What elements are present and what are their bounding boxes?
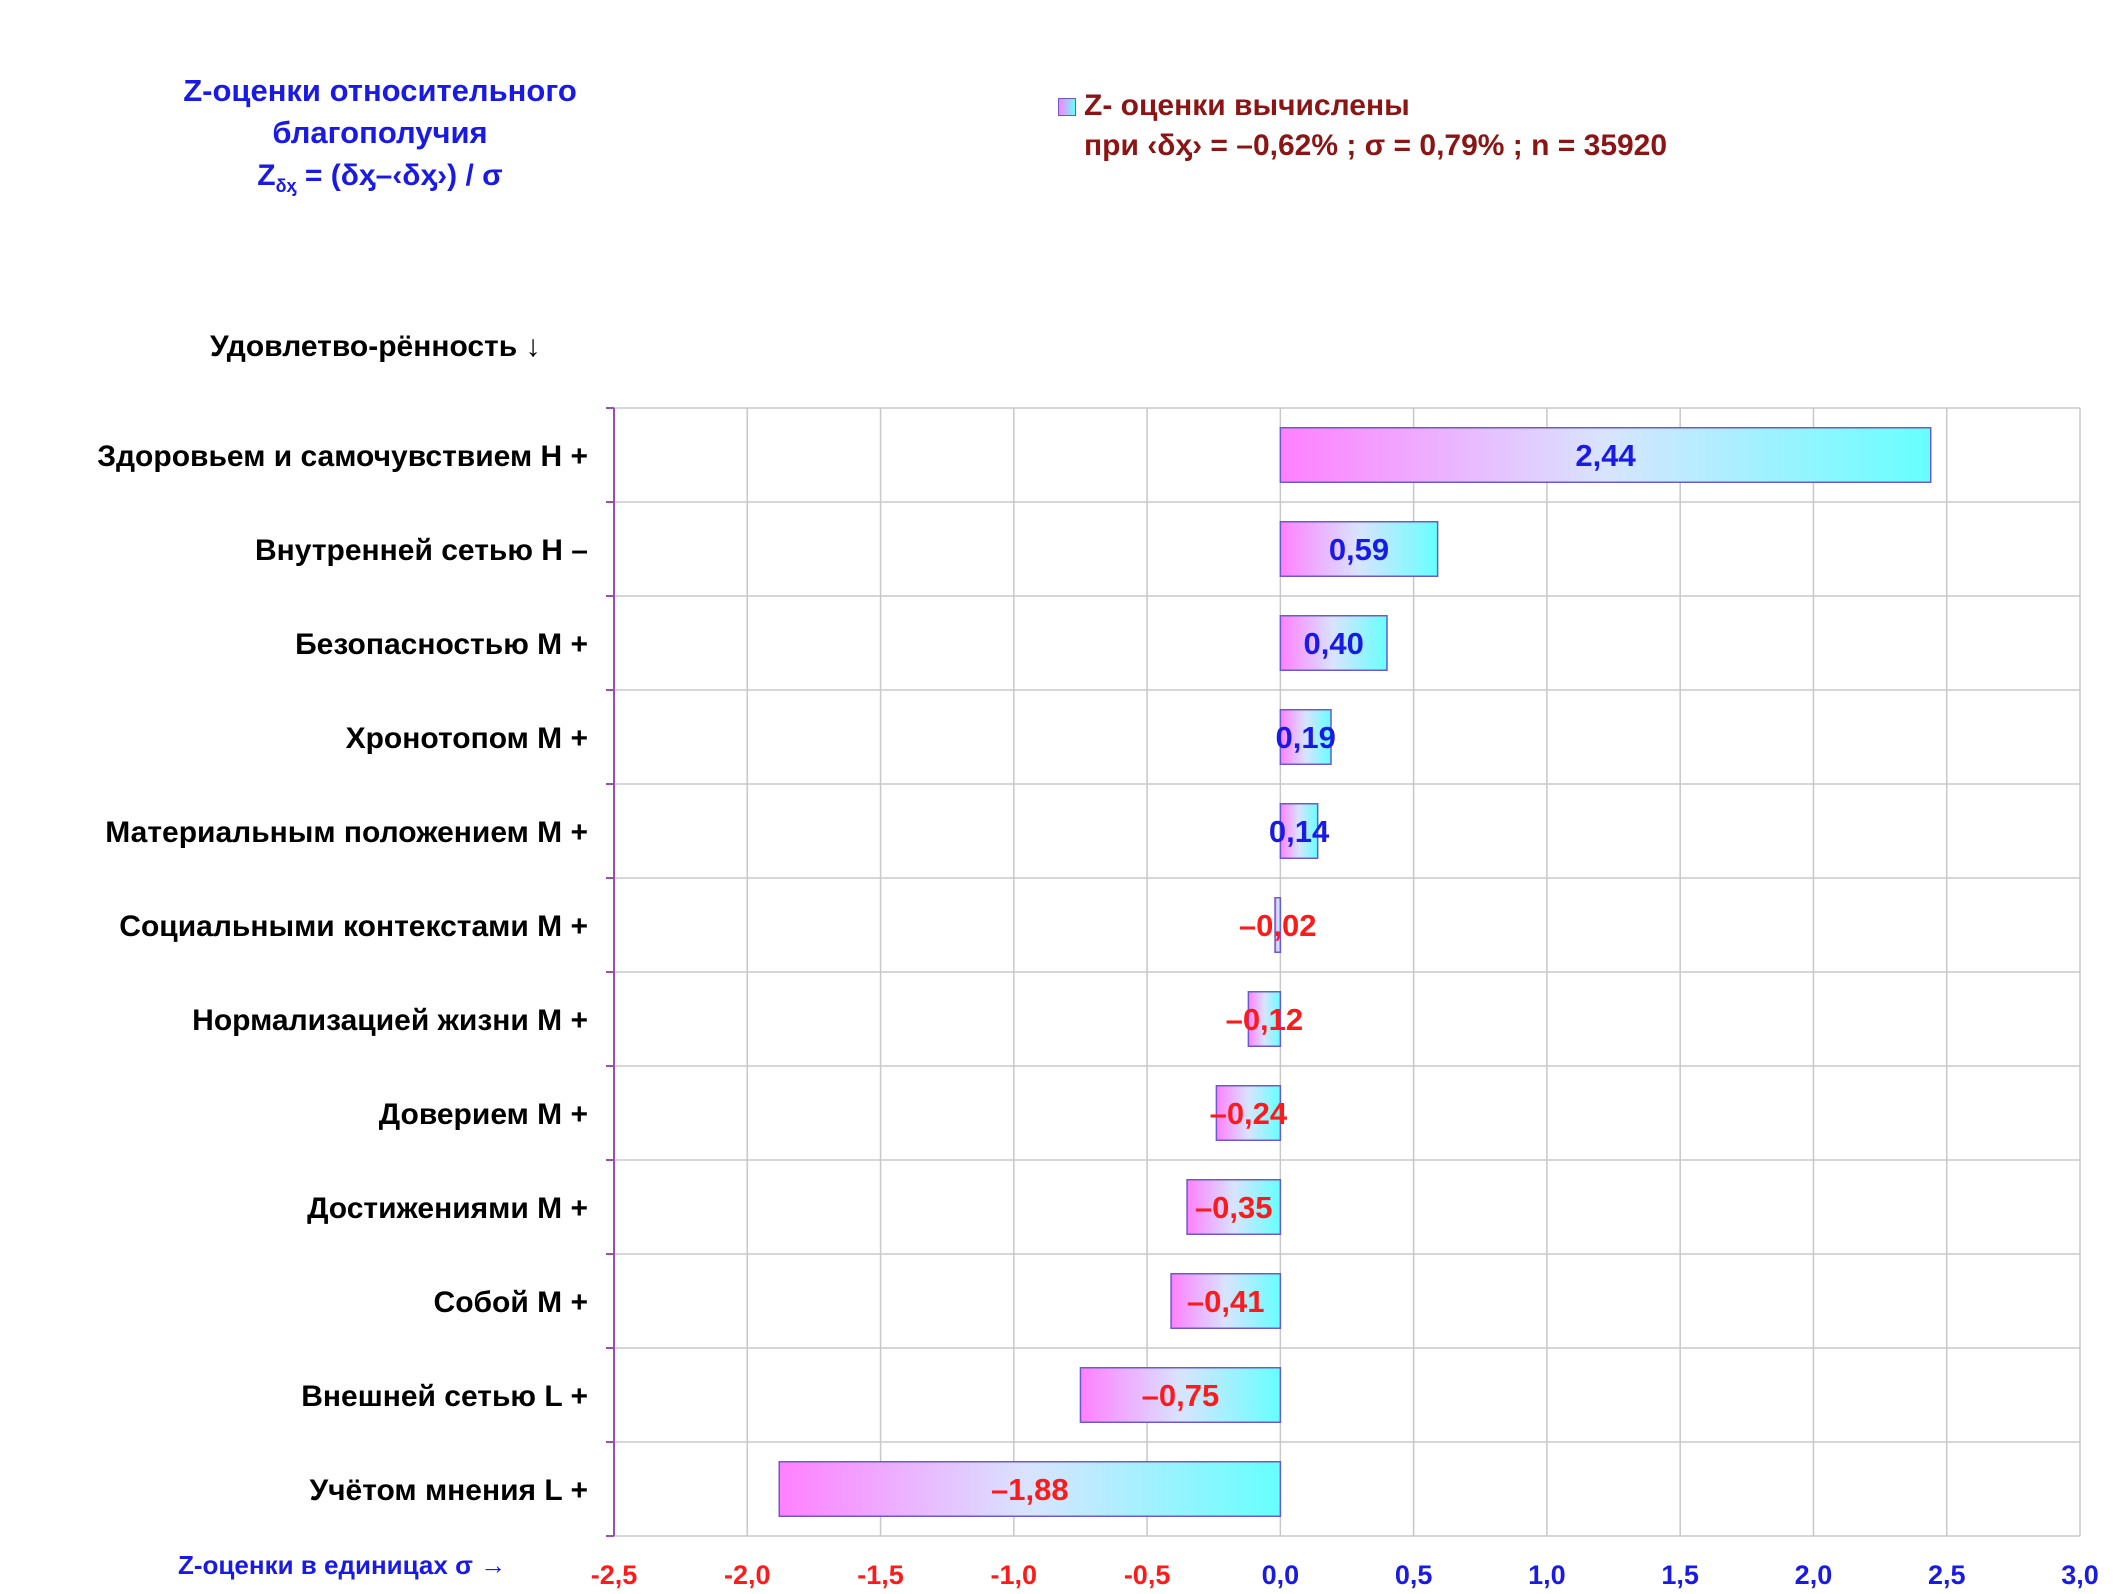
category-labels: Здоровьем и самочувствием H + Внутренней … bbox=[97, 440, 588, 1507]
category-label: Достижениями M + bbox=[307, 1192, 588, 1225]
value-label: 0,59 bbox=[1329, 532, 1389, 567]
x-tick-label: -2,0 bbox=[724, 1560, 771, 1590]
value-label: –0,24 bbox=[1210, 1096, 1288, 1131]
value-label: –0,75 bbox=[1142, 1378, 1220, 1413]
x-tick-label: 0,0 bbox=[1262, 1560, 1300, 1590]
x-tick-label: 0,5 bbox=[1395, 1560, 1433, 1590]
grid-lines bbox=[606, 407, 2081, 1537]
category-label: Безопасностью M + bbox=[295, 628, 588, 661]
formula-z: Z bbox=[257, 159, 276, 192]
value-label: 0,14 bbox=[1269, 814, 1330, 849]
x-tick-label: -2,5 bbox=[591, 1560, 638, 1590]
value-label: –0,35 bbox=[1195, 1190, 1273, 1225]
category-label: Социальными контекстами M + bbox=[119, 910, 588, 943]
category-label: Внутренней сетью H – bbox=[255, 534, 588, 567]
x-tick-labels: -2,5 -2,0 -1,5 -1,0 -0,5 0,0 0,5 1,0 1,5 2,0 2,5 3,… bbox=[591, 1560, 2099, 1590]
bar bbox=[1279, 802, 1319, 860]
category-label: Учётом мнения L + bbox=[309, 1474, 588, 1507]
formula-body: = (δᶍ–‹δᶍ›) / σ bbox=[296, 159, 503, 192]
category-label: Собой M + bbox=[434, 1286, 588, 1319]
title-formula: Zδᶍ = (δᶍ–‹δᶍ›) / σ bbox=[110, 154, 650, 208]
bars bbox=[778, 426, 1932, 1518]
bar bbox=[1279, 614, 1388, 672]
bar bbox=[1247, 990, 1282, 1048]
value-label: –0,02 bbox=[1239, 908, 1317, 943]
category-label: Хронотопом M + bbox=[346, 722, 588, 755]
title-line-2: благополучия bbox=[272, 115, 488, 150]
bar bbox=[1186, 1178, 1282, 1236]
bar bbox=[1279, 708, 1332, 766]
x-tick-label: 3,0 bbox=[2061, 1560, 2099, 1590]
legend-swatch bbox=[1058, 98, 1076, 117]
value-label: –0,12 bbox=[1226, 1002, 1304, 1037]
value-labels: 2,44 0,59 0,40 0,19 0,14 –0,02 –0,12 –0,24 –0,35… bbox=[991, 438, 1636, 1507]
y-axis-label: Удовлетво-рённость ↓ bbox=[210, 330, 541, 363]
value-label: –0,41 bbox=[1187, 1284, 1265, 1319]
value-label: 0,40 bbox=[1304, 626, 1364, 661]
x-axis-label: Z-оценки в единицах σ → bbox=[178, 1550, 507, 1580]
bar bbox=[1215, 1084, 1282, 1142]
legend-line-1: Z- оценки вычислены bbox=[1084, 89, 1410, 122]
chart-title: Z-оценки относительного благополучия Zδᶍ… bbox=[110, 70, 650, 208]
category-label: Материальным положением M + bbox=[105, 816, 588, 849]
x-tick-label: -1,0 bbox=[991, 1560, 1038, 1590]
bar bbox=[778, 1460, 1282, 1518]
category-label: Нормализацией жизни M + bbox=[192, 1004, 588, 1037]
title-line-1: Z-оценки относительного bbox=[183, 73, 577, 108]
x-tick-label: 1,0 bbox=[1528, 1560, 1566, 1590]
legend: Z- оценки вычислены при ‹δᶍ› = –0,62% ; … bbox=[1058, 86, 1667, 166]
x-tick-label: 2,0 bbox=[1795, 1560, 1833, 1590]
formula-subscript: δᶍ bbox=[275, 176, 297, 196]
x-tick-label: 1,5 bbox=[1661, 1560, 1699, 1590]
bar bbox=[1079, 1366, 1282, 1424]
category-label: Внешней сетью L + bbox=[301, 1380, 588, 1413]
x-tick-label: 2,5 bbox=[1928, 1560, 1966, 1590]
value-label: 2,44 bbox=[1575, 438, 1636, 473]
category-label: Здоровьем и самочувствием H + bbox=[97, 440, 588, 473]
bar bbox=[1279, 426, 1932, 484]
x-tick-label: -1,5 bbox=[857, 1560, 904, 1590]
value-label: –1,88 bbox=[991, 1472, 1069, 1507]
bar bbox=[1274, 896, 1282, 954]
bar bbox=[1170, 1272, 1282, 1330]
legend-line-2: при ‹δᶍ› = –0,62% ; σ = 0,79% ; n = 3592… bbox=[1084, 129, 1668, 162]
bar bbox=[1279, 520, 1439, 578]
value-label: 0,19 bbox=[1276, 720, 1336, 755]
x-tick-label: -0,5 bbox=[1124, 1560, 1171, 1590]
category-label: Доверием M + bbox=[379, 1098, 588, 1131]
